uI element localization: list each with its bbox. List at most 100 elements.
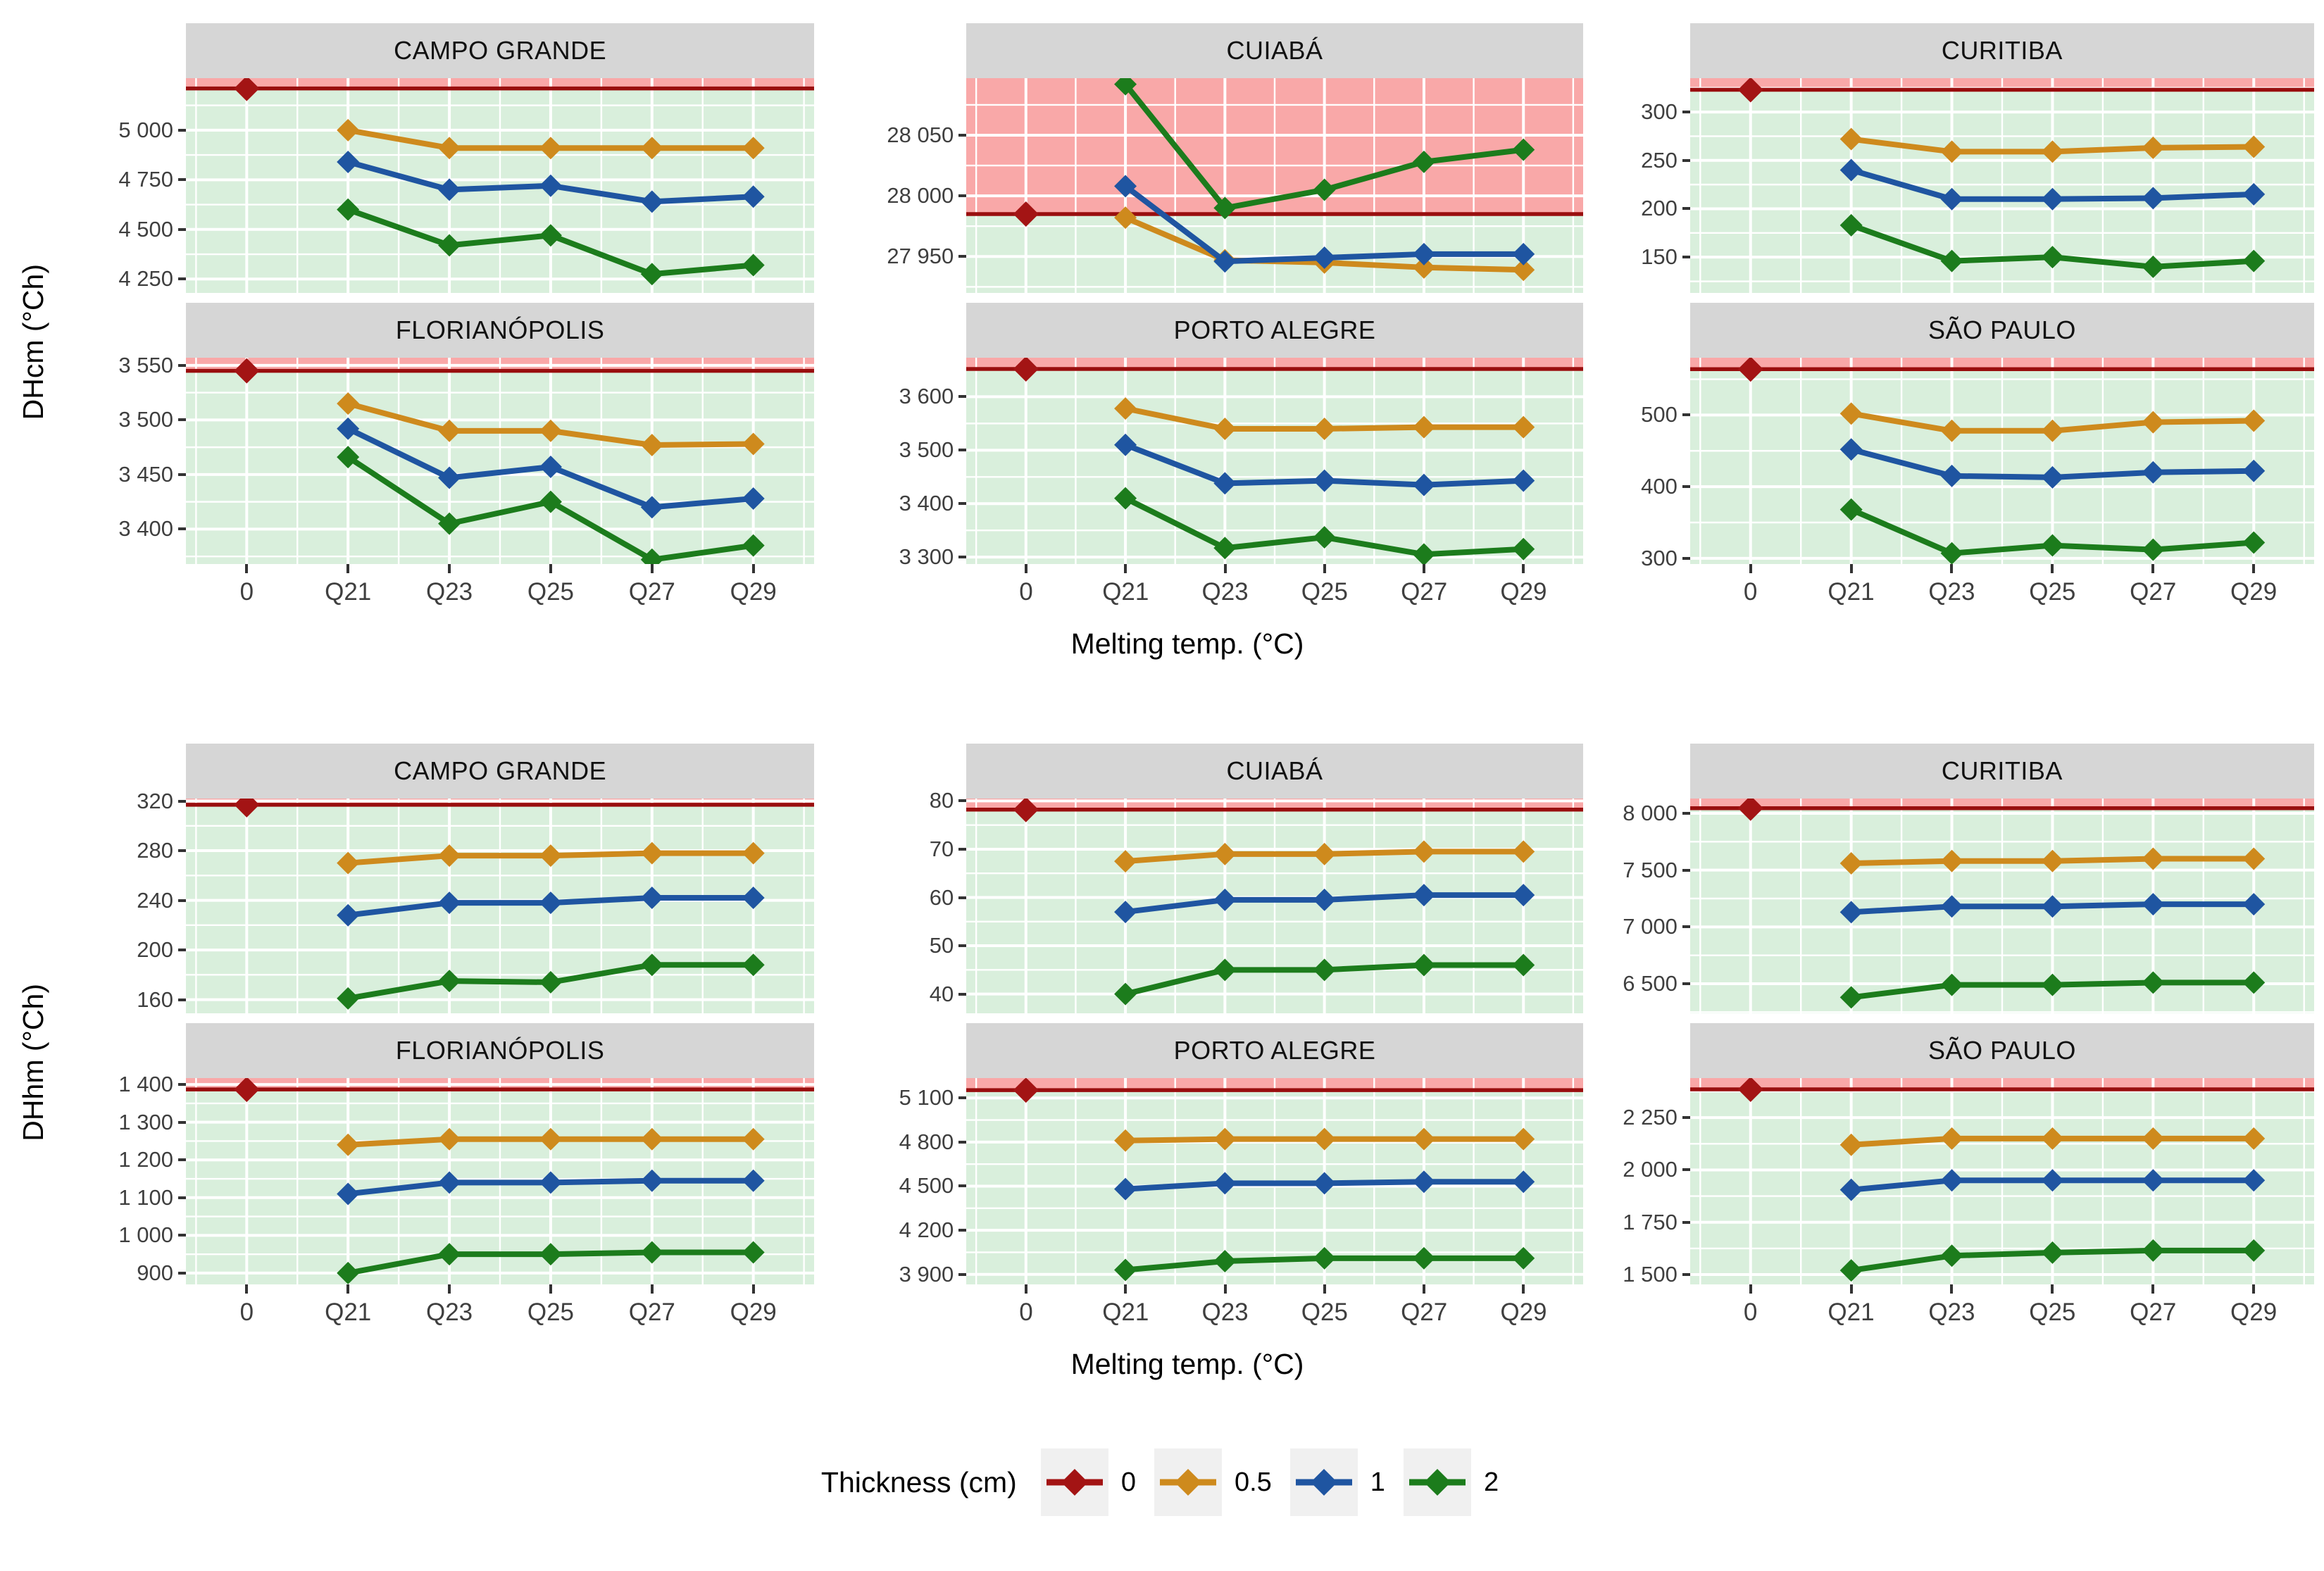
point-thickness-0.5	[337, 1133, 360, 1156]
point-thickness-0	[1737, 358, 1763, 382]
legend-key-glyph	[1408, 1469, 1466, 1496]
y-axis-gutter: 3 300 3 400 3 500 3 600	[814, 303, 967, 641]
point-thickness-2	[1114, 1258, 1137, 1282]
point-thickness-2	[1839, 213, 1863, 237]
point-thickness-2	[337, 198, 360, 221]
point-thickness-0.5	[539, 1127, 562, 1151]
facet-porto-alegre: 3 900 4 200 4 500 4 800 5 100 PORTO ALEGRE 0 Q2…	[814, 1023, 1584, 1362]
point-thickness-2	[2041, 1241, 2064, 1264]
point-thickness-0.5	[1413, 1127, 1436, 1151]
y-tick-mark	[958, 502, 967, 506]
point-thickness-2	[2142, 1239, 2165, 1262]
x-tick-label: Q23	[1201, 1298, 1249, 1326]
panel-wrap: PORTO ALEGRE 0 Q21 Q23 Q25 Q27 Q29	[966, 303, 1584, 641]
point-thickness-0.5	[438, 137, 461, 160]
point-thickness-1	[2041, 1169, 2064, 1192]
x-axis-title-dhcm: Melting temp. (°C)	[1070, 627, 1304, 660]
y-tick-mark	[1682, 925, 1690, 929]
point-thickness-0.5	[1940, 419, 1963, 442]
point-thickness-2	[1839, 498, 1863, 521]
point-thickness-2	[1313, 958, 1336, 982]
point-thickness-2	[742, 953, 765, 977]
y-tick-mark	[178, 849, 186, 853]
point-thickness-0.5	[2242, 135, 2266, 158]
facet-strip-title: SÃO PAULO	[1689, 303, 2314, 358]
y-tick-mark	[958, 1272, 967, 1276]
point-thickness-2	[2242, 1239, 2266, 1262]
y-axis-title-column: DHcm (°Ch)	[6, 23, 61, 661]
point-thickness-0.5	[2142, 847, 2165, 870]
point-thickness-1	[1413, 1170, 1436, 1194]
x-tick-mark	[245, 1284, 249, 1294]
x-tick-label: Q21	[1102, 578, 1149, 606]
point-thickness-0.5	[1114, 1129, 1137, 1152]
x-tick-mark	[1024, 1284, 1027, 1294]
panel-wrap: CUIABÁ	[966, 23, 1584, 293]
legend-key-point	[1061, 1469, 1088, 1496]
plot-panel	[1689, 799, 2314, 1013]
y-tick-label: 1 300	[118, 1109, 173, 1134]
point-thickness-1	[1839, 1178, 1863, 1201]
y-tick-label: 200	[1641, 196, 1678, 221]
point-thickness-2	[1839, 986, 1863, 1009]
y-tick-mark	[178, 178, 186, 182]
y-tick-label: 300	[1641, 545, 1678, 570]
point-thickness-2	[1114, 982, 1137, 1006]
point-thickness-1	[1313, 888, 1336, 911]
legend-key-glyph	[1046, 1469, 1103, 1496]
y-tick-mark	[958, 395, 967, 399]
facet-curitiba: 150 200 250 300 CURITIBA	[1583, 23, 2314, 293]
y-tick-mark	[1682, 111, 1690, 114]
plot-panel	[1689, 1078, 2314, 1284]
y-tick-mark	[958, 1229, 967, 1232]
point-thickness-1	[337, 903, 360, 927]
y-tick-label: 3 400	[899, 491, 954, 516]
point-thickness-1	[1313, 246, 1336, 270]
point-thickness-1	[438, 891, 461, 915]
y-tick-label: 3 500	[899, 437, 954, 463]
point-thickness-0.5	[742, 841, 765, 865]
panel-wrap: CUIABÁ	[966, 744, 1584, 1013]
y-tick-label: 3 900	[899, 1261, 954, 1287]
point-thickness-2	[1512, 1246, 1535, 1270]
y-tick-label: 7 500	[1623, 857, 1678, 882]
x-tick-mark	[1124, 564, 1127, 573]
facet-strip-title: FLORIANÓPOLIS	[186, 303, 815, 358]
point-thickness-0.5	[438, 1127, 461, 1151]
x-tick-label: 0	[239, 578, 254, 606]
x-tick-mark	[1950, 564, 1954, 573]
y-tick-label: 4 500	[899, 1173, 954, 1198]
x-tick-label: Q21	[1828, 1298, 1875, 1326]
point-thickness-1	[2041, 895, 2064, 918]
y-tick-mark	[178, 527, 186, 531]
x-tick-mark	[1849, 1284, 1853, 1294]
point-thickness-0.5	[1213, 842, 1237, 865]
point-thickness-1	[1839, 901, 1863, 924]
legend-item-label: 1	[1370, 1467, 1385, 1497]
panel-wrap: CAMPO GRANDE	[186, 744, 815, 1013]
y-tick-mark	[1682, 811, 1690, 815]
point-thickness-2	[1940, 1244, 1963, 1268]
point-thickness-2	[1512, 953, 1535, 977]
x-tick-mark	[2051, 564, 2054, 573]
y-tick-mark	[178, 1196, 186, 1199]
x-tick-label: Q27	[2130, 578, 2177, 606]
point-thickness-1	[2142, 893, 2165, 916]
point-thickness-1	[1114, 433, 1137, 456]
plot-panel	[186, 358, 814, 564]
y-tick-label: 1 400	[118, 1072, 173, 1097]
plot-panel	[966, 799, 1584, 1013]
point-thickness-0.5	[2242, 847, 2266, 870]
legend-item-label: 0	[1120, 1467, 1136, 1497]
point-thickness-0.5	[1313, 842, 1336, 865]
point-thickness-1	[539, 456, 562, 479]
x-tick-mark	[346, 1284, 350, 1294]
point-thickness-0.5	[1839, 127, 1863, 151]
y-tick-mark	[178, 418, 186, 422]
y-tick-label: 3 300	[899, 544, 954, 570]
point-thickness-1	[1114, 1177, 1137, 1201]
y-tick-label: 4 800	[899, 1129, 954, 1154]
y-tick-label: 7 000	[1623, 914, 1678, 939]
y-tick-label: 3 600	[899, 384, 954, 409]
facet-strip-title: CURITIBA	[1689, 744, 2314, 799]
